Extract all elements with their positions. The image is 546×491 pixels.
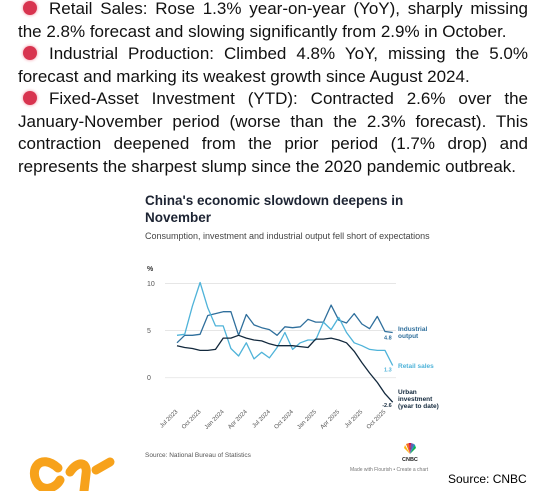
series-line bbox=[176, 334, 394, 403]
cnbc-peacock bbox=[404, 443, 416, 454]
data-label: 4.8 bbox=[384, 335, 392, 341]
page-source: Source: CNBC bbox=[448, 472, 527, 486]
series-label: Urban investment (year to date) bbox=[398, 389, 439, 410]
data-label: -2.6 bbox=[382, 403, 391, 409]
article-text: Retail Sales: Rose 1.3% year-on-year (Yo… bbox=[18, 0, 528, 178]
chart-credit: Made with Flourish • Create a chart bbox=[350, 467, 429, 473]
paragraph-text: Fixed-Asset Investment (YTD): Contracted… bbox=[18, 89, 528, 176]
chart-subtitle: Consumption, investment and industrial o… bbox=[145, 231, 430, 241]
y-tick-label: 0 bbox=[147, 375, 151, 382]
chart-title: China's economic slowdown deepens in Nov… bbox=[145, 193, 404, 225]
paragraph: Retail Sales: Rose 1.3% year-on-year (Yo… bbox=[18, 0, 528, 43]
bullet bbox=[23, 1, 37, 15]
series-line bbox=[176, 304, 393, 344]
chart-source: Source: National Bureau of Statistics bbox=[145, 452, 251, 459]
series-line bbox=[176, 281, 394, 366]
paragraph-text: Retail Sales: Rose 1.3% year-on-year (Yo… bbox=[18, 0, 528, 41]
y-axis-unit: % bbox=[147, 266, 154, 273]
data-label: 1.3 bbox=[384, 367, 392, 373]
paragraph-text: Industrial Production: Climbed 4.8% YoY,… bbox=[18, 44, 528, 86]
bullet bbox=[23, 91, 37, 105]
chart-background bbox=[140, 188, 460, 491]
y-tick-label: 10 bbox=[147, 281, 155, 288]
y-tick-label: 5 bbox=[147, 328, 151, 335]
bullet bbox=[23, 46, 37, 60]
paragraph: Industrial Production: Climbed 4.8% YoY,… bbox=[18, 43, 528, 88]
series-label: Retail sales bbox=[398, 363, 434, 370]
series-label: Industrial output bbox=[398, 326, 428, 340]
paragraph: Fixed-Asset Investment (YTD): Contracted… bbox=[18, 88, 528, 178]
logo-text: CNBC bbox=[402, 457, 418, 463]
brand-logo bbox=[29, 457, 115, 491]
